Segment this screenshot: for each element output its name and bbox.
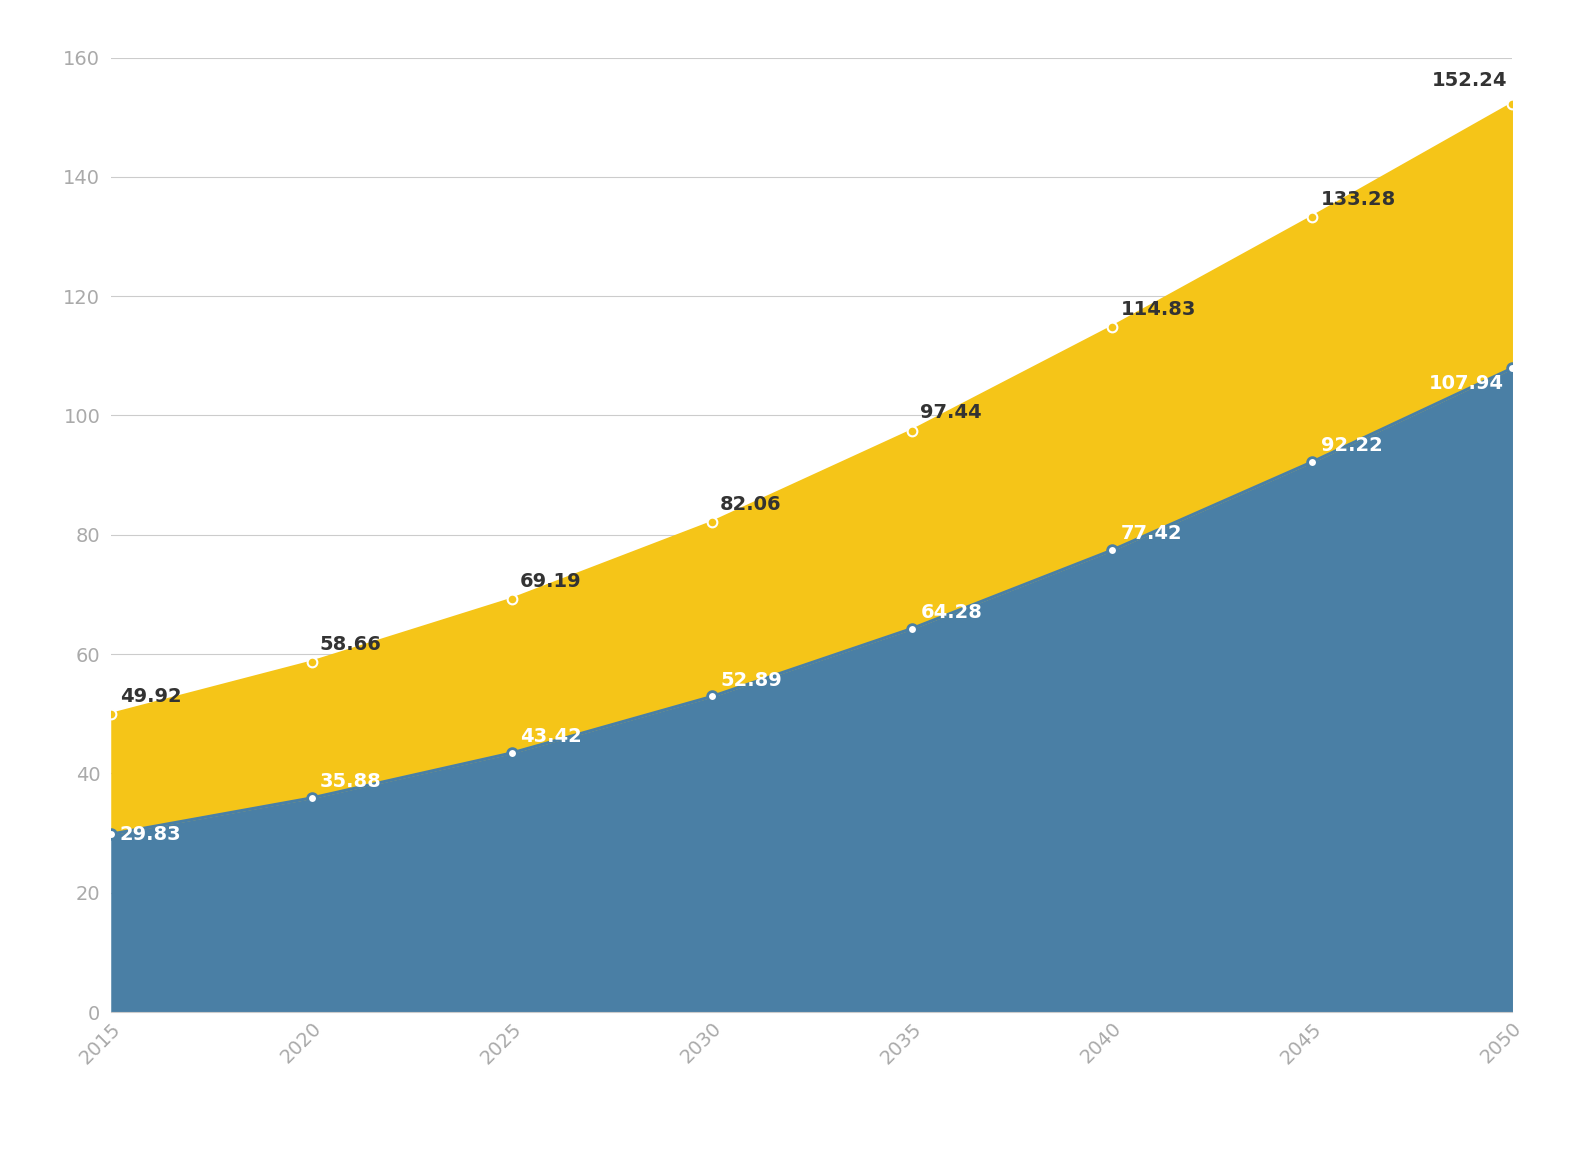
Text: 152.24: 152.24 — [1431, 71, 1508, 90]
Text: 133.28: 133.28 — [1321, 190, 1396, 208]
Text: 64.28: 64.28 — [920, 603, 982, 622]
Text: 58.66: 58.66 — [320, 635, 382, 653]
Text: 43.42: 43.42 — [521, 727, 581, 746]
Text: 92.22: 92.22 — [1321, 436, 1382, 455]
Text: 29.83: 29.83 — [119, 825, 181, 844]
Text: 69.19: 69.19 — [521, 572, 581, 591]
Text: 97.44: 97.44 — [920, 404, 982, 422]
Text: 77.42: 77.42 — [1121, 524, 1183, 543]
Text: 107.94: 107.94 — [1430, 374, 1504, 392]
Text: 35.88: 35.88 — [320, 772, 382, 791]
Text: 52.89: 52.89 — [720, 670, 782, 690]
Text: 49.92: 49.92 — [119, 687, 181, 706]
Text: 82.06: 82.06 — [720, 496, 782, 514]
Text: 114.83: 114.83 — [1121, 300, 1196, 319]
